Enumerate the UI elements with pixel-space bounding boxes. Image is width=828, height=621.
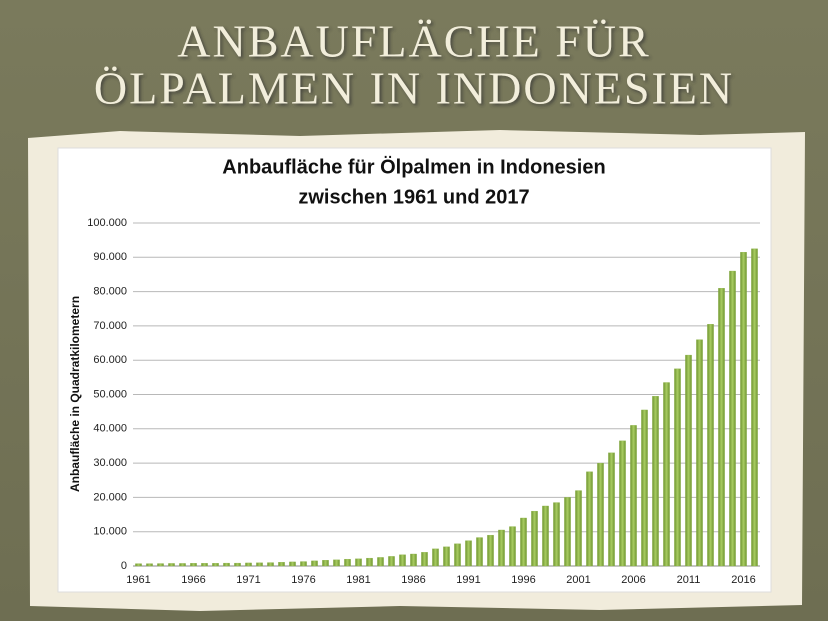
bar	[212, 563, 219, 567]
x-tick-label: 1986	[401, 574, 425, 586]
chart-area	[57, 147, 772, 593]
y-tick-label: 0	[121, 560, 127, 572]
bar	[146, 563, 153, 567]
bar	[586, 471, 593, 567]
bar	[674, 368, 681, 567]
bar	[542, 505, 549, 567]
bar	[179, 563, 186, 567]
bar	[685, 354, 692, 567]
x-tick-label: 1961	[126, 574, 150, 586]
bar	[377, 557, 384, 567]
bar	[597, 462, 604, 567]
slide-title: ANBAUFLÄCHE FÜR	[177, 16, 650, 67]
y-tick-label: 30.000	[93, 457, 127, 469]
x-tick-label: 1991	[456, 574, 480, 586]
x-tick-label: 2006	[621, 574, 645, 586]
bar	[344, 558, 351, 567]
bar	[729, 270, 736, 567]
bar	[707, 324, 714, 567]
bar	[322, 560, 329, 567]
bar	[168, 563, 175, 567]
bar	[201, 563, 208, 567]
x-tick-label: 1971	[236, 574, 260, 586]
bar	[432, 548, 439, 567]
bar	[366, 557, 373, 567]
bar	[520, 517, 527, 567]
bar	[509, 526, 516, 567]
bar	[553, 502, 560, 567]
bar	[443, 546, 450, 567]
bar	[135, 563, 142, 567]
slide-title: ÖLPALMEN IN INDONESIEN	[94, 63, 734, 114]
y-tick-label: 80.000	[93, 286, 127, 298]
y-tick-label: 60.000	[93, 354, 127, 366]
bar	[608, 452, 615, 567]
bar	[399, 554, 406, 567]
bar	[740, 252, 747, 567]
bar	[300, 561, 307, 567]
y-tick-label: 50.000	[93, 388, 127, 400]
bar	[410, 553, 417, 567]
bar	[696, 339, 703, 567]
bar	[465, 540, 472, 567]
bar	[190, 563, 197, 567]
bar	[234, 562, 241, 567]
chart-subtitle: zwischen 1961 und 2017	[298, 186, 529, 208]
bar	[333, 559, 340, 567]
bar	[663, 382, 670, 567]
bar	[751, 248, 758, 567]
y-tick-label: 70.000	[93, 320, 127, 332]
y-tick-label: 100.000	[87, 217, 127, 229]
bar	[289, 561, 296, 567]
chart-title: Anbaufläche für Ölpalmen in Indonesien	[222, 155, 605, 178]
bar	[575, 490, 582, 567]
y-tick-label: 90.000	[93, 251, 127, 263]
bar	[267, 562, 274, 567]
bar	[652, 396, 659, 567]
bar	[476, 537, 483, 567]
x-tick-label: 2001	[566, 574, 590, 586]
bar	[245, 562, 252, 567]
bar	[487, 534, 494, 567]
x-tick-label: 2016	[731, 574, 755, 586]
bar	[641, 409, 648, 567]
bar	[388, 556, 395, 567]
bar	[355, 558, 362, 567]
y-axis-label: Anbaufläche in Quadratkilometern	[68, 296, 82, 492]
bar	[564, 497, 571, 567]
bar	[278, 562, 285, 567]
bar	[498, 529, 505, 567]
bar	[454, 543, 461, 567]
bar	[157, 563, 164, 567]
bar	[531, 510, 538, 567]
x-tick-label: 1996	[511, 574, 535, 586]
bar	[619, 440, 626, 567]
x-tick-label: 1966	[181, 574, 205, 586]
x-tick-label: 1981	[346, 574, 370, 586]
bar	[223, 562, 230, 567]
y-tick-label: 40.000	[93, 423, 127, 435]
bar	[630, 425, 637, 567]
x-tick-label: 2011	[677, 574, 701, 586]
x-tick-label: 1976	[291, 574, 315, 586]
y-tick-label: 10.000	[93, 526, 127, 538]
bar	[718, 288, 725, 567]
y-tick-label: 20.000	[93, 491, 127, 503]
bar	[256, 562, 263, 567]
bar	[311, 560, 318, 567]
bar	[421, 552, 428, 567]
